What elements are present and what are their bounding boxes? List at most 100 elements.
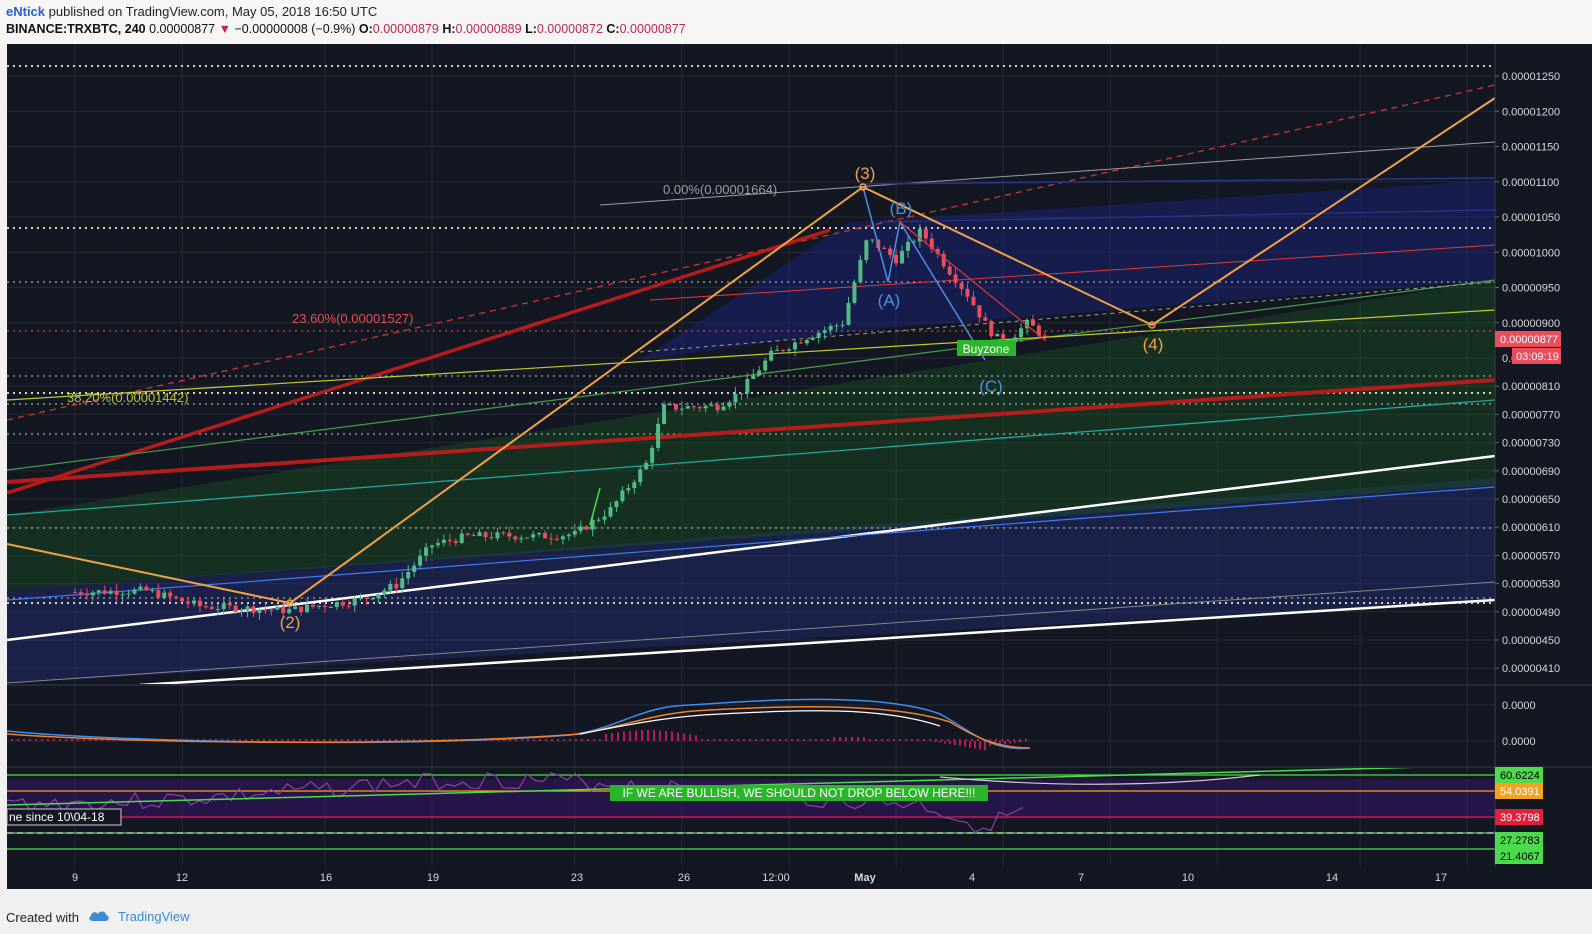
- price-tick-label: 0.00000570: [1502, 550, 1560, 562]
- candle-body: [840, 324, 845, 326]
- candle-body: [662, 404, 667, 425]
- candle-body: [733, 393, 738, 403]
- candle-body: [418, 555, 423, 566]
- candle-body: [394, 584, 399, 589]
- price-axis[interactable]: 0.00001250 0.00001200 0.00001150 0.00001100…: [1495, 71, 1561, 675]
- candle-body: [596, 519, 601, 521]
- time-tick-label: 23: [571, 872, 583, 884]
- candle-body: [132, 589, 137, 594]
- candle-body: [739, 393, 744, 395]
- grid: [7, 44, 1495, 867]
- rsi-line: [7, 772, 1024, 834]
- candle-body: [370, 598, 375, 600]
- candle-body: [150, 590, 155, 592]
- candle-body: [602, 516, 607, 520]
- candle-body: [400, 578, 405, 589]
- rsi-level-badge: [1495, 832, 1543, 848]
- candle-body: [781, 350, 786, 352]
- candle-body: [745, 379, 750, 394]
- wave-label-b: (B): [890, 199, 913, 218]
- time-tick-label: 10: [1182, 872, 1194, 884]
- white-trend-lower: [139, 598, 1495, 684]
- candle-body: [203, 606, 208, 608]
- candle-body: [168, 592, 173, 597]
- candle-body: [757, 370, 762, 376]
- candle-body: [763, 360, 768, 371]
- low-value: 0.00000872: [536, 22, 603, 36]
- candle-body: [888, 248, 893, 255]
- candle-body: [424, 547, 429, 556]
- price-tick-label: 0.00000530: [1502, 579, 1560, 591]
- publish-text: published on TradingView.com, May 05, 20…: [48, 4, 378, 19]
- price-tick-label: 0.00001150: [1502, 142, 1559, 154]
- candle-body: [959, 283, 964, 289]
- candle-body: [501, 532, 506, 534]
- author-name[interactable]: eNtick: [6, 4, 46, 19]
- candle-body: [923, 229, 928, 239]
- candle-body: [965, 288, 970, 297]
- macd-tick-label: 0.0000: [1502, 700, 1536, 712]
- rsi-level-badge: [1495, 848, 1543, 864]
- open-value: 0.00000879: [372, 22, 439, 36]
- candle-body: [215, 608, 220, 610]
- candle-body: [971, 296, 976, 306]
- candle-body: [388, 584, 393, 591]
- wave-label-a: (A): [878, 291, 901, 310]
- candle-body: [668, 404, 672, 406]
- candle-body: [352, 598, 357, 606]
- candle-body: [376, 594, 381, 599]
- candle-body: [638, 469, 643, 483]
- down-arrow-icon: ▼: [218, 22, 231, 36]
- candle-body: [126, 593, 131, 595]
- grey-trend-upper: [599, 141, 1495, 206]
- chart-background: [7, 44, 1495, 867]
- candle-body: [858, 259, 863, 283]
- ohlc-legend: BINANCE:TRXBTC, 240 0.00000877 ▼ −0.0000…: [6, 22, 686, 36]
- close-label: C:: [606, 22, 620, 36]
- candle-body: [549, 538, 553, 540]
- candle-body: [989, 320, 994, 337]
- candle-body: [721, 406, 726, 411]
- rsi-level-badge-label: 39.3798: [1500, 812, 1540, 824]
- time-axis[interactable]: 9 12 16 19 23 26 12:00 May 4 7 10 14 17: [72, 872, 1447, 884]
- candle-body: [239, 610, 244, 612]
- time-tick-label: 26: [678, 872, 690, 884]
- candle-body: [73, 592, 77, 594]
- candle-body: [673, 404, 678, 410]
- candle-body: [186, 601, 191, 604]
- candle-body: [477, 532, 482, 537]
- candle-body: [537, 532, 542, 535]
- candle-body: [1013, 337, 1018, 343]
- candle-body: [632, 482, 637, 489]
- candle-body: [787, 349, 791, 351]
- candle-body: [346, 605, 351, 607]
- rsi-level-badge-label: 27.2783: [1500, 835, 1540, 847]
- candle-body: [911, 241, 916, 243]
- candle-body: [495, 532, 500, 539]
- candle-body: [864, 240, 869, 260]
- candle-body: [180, 597, 185, 602]
- abc-resistance-line: [899, 221, 1046, 341]
- wave-point: [859, 183, 867, 191]
- candle-body: [275, 606, 280, 610]
- candle-body: [269, 609, 274, 611]
- price-tick-label: 0.00000950: [1502, 283, 1560, 295]
- price-tick-label: 0.00000610: [1502, 522, 1560, 534]
- publish-info: eNtick published on TradingView.com, May…: [6, 4, 377, 19]
- tradingview-link[interactable]: TradingView: [118, 909, 190, 924]
- rsi-level-badge: [1495, 783, 1543, 799]
- candle-body: [804, 339, 809, 344]
- wave-point: [286, 599, 294, 607]
- upper-channel-zone: [640, 180, 1495, 360]
- candle-body: [543, 532, 548, 539]
- candle-body: [620, 490, 625, 502]
- candle-body: [257, 609, 262, 613]
- candle-body: [233, 605, 238, 612]
- candle-body: [953, 274, 958, 284]
- candle-body: [221, 603, 226, 609]
- time-axis-background: [7, 867, 1592, 889]
- candle-body: [513, 536, 518, 540]
- time-tick-label: 12: [176, 872, 188, 884]
- last-price-badge-label: 0.00000877: [1500, 334, 1558, 346]
